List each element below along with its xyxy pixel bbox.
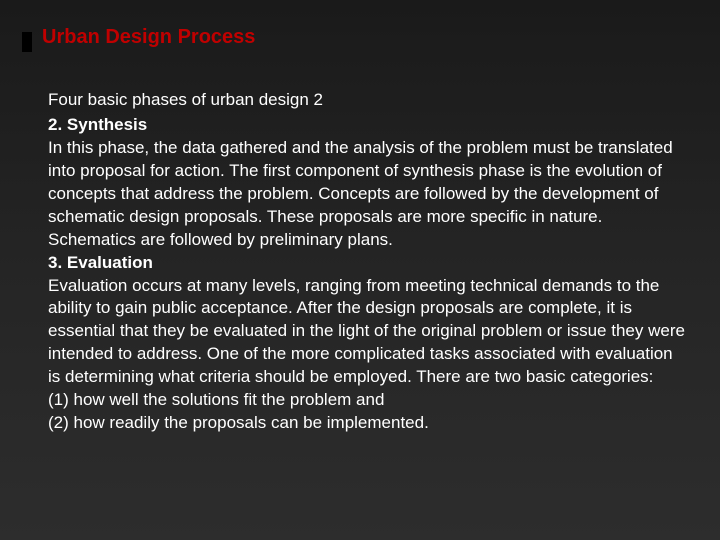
section-2-body: In this phase, the data gathered and the… [48, 137, 688, 252]
content-block: Four basic phases of urban design 2 2. S… [48, 89, 688, 435]
subtitle: Four basic phases of urban design 2 [48, 89, 688, 112]
criteria-1: (1) how well the solutions fit the probl… [48, 389, 688, 412]
accent-bar [22, 32, 32, 52]
section-2-heading: 2. Synthesis [48, 114, 688, 137]
section-3-body: Evaluation occurs at many levels, rangin… [48, 275, 688, 390]
section-3-heading: 3. Evaluation [48, 252, 688, 275]
page-title: Urban Design Process [42, 26, 688, 49]
criteria-2: (2) how readily the proposals can be imp… [48, 412, 688, 435]
